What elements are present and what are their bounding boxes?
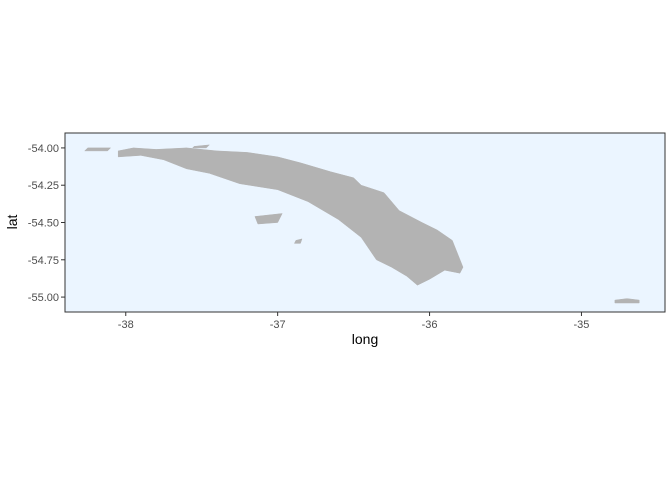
y-tick-label: -55.00 [28,292,59,304]
annenkov-island-polygon [254,213,283,225]
y-tick-label: -54.25 [28,180,59,192]
bird-island-polygon [84,147,112,152]
y-axis-title: lat [4,215,20,230]
x-axis: -38 -37 -36 -35 [118,312,590,331]
x-axis-title: long [352,331,378,347]
x-tick-label: -36 [422,319,438,331]
pickersgill-islands-polygon [293,238,303,244]
y-tick-label: -54.75 [28,255,59,267]
y-tick-label: -54.50 [28,218,59,230]
x-tick-label: -38 [118,319,134,331]
x-tick-label: -35 [574,319,590,331]
y-tick-label: -54.00 [28,143,59,155]
main-island-polygon [117,147,464,286]
willis-islands-polygon [191,144,210,149]
y-axis: -54.00 -54.25 -54.50 -54.75 -55.00 [28,143,65,304]
land-layer [84,144,640,304]
clerke-rocks-polygon [614,298,640,304]
x-tick-label: -37 [270,319,286,331]
